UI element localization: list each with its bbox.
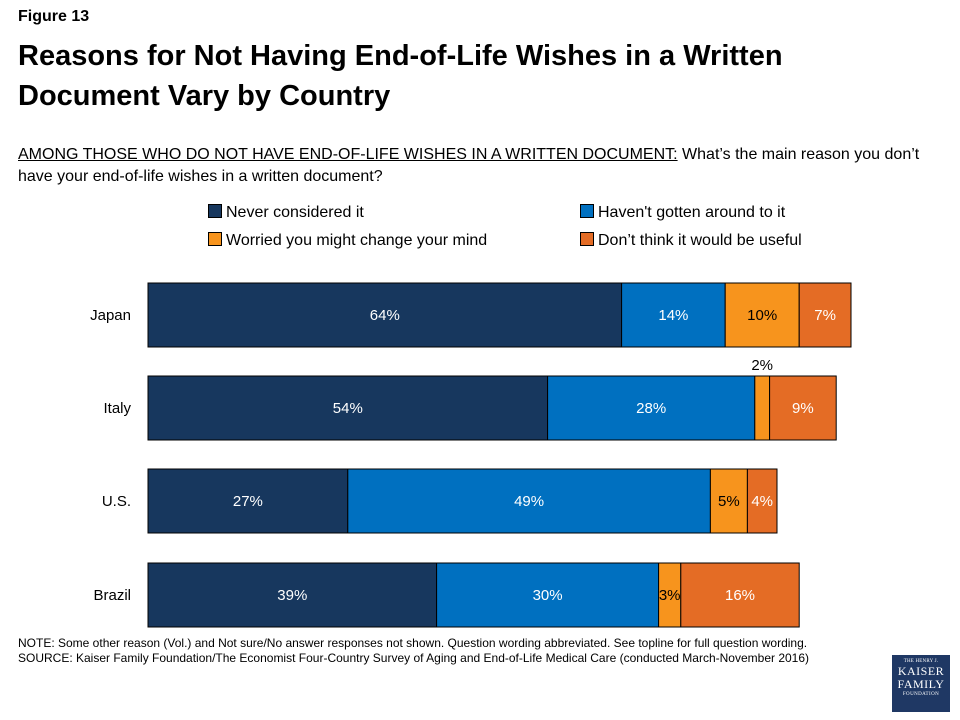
data-label: 16% bbox=[725, 587, 755, 604]
legend-swatch bbox=[208, 232, 222, 246]
data-label: 28% bbox=[636, 400, 666, 417]
legend-label: Haven't gotten around to it bbox=[598, 204, 786, 221]
data-label: 7% bbox=[814, 307, 836, 324]
legend-item: Worried you might change your mind bbox=[208, 231, 487, 251]
bar-segment bbox=[436, 562, 660, 628]
bar-segment bbox=[147, 468, 349, 534]
bar-segment bbox=[680, 562, 800, 628]
data-label: 39% bbox=[277, 587, 307, 604]
bar-segment bbox=[547, 375, 756, 441]
data-label: 27% bbox=[233, 493, 263, 510]
legend-label: Never considered it bbox=[226, 204, 364, 221]
bar-segment bbox=[754, 375, 771, 441]
data-label: 14% bbox=[658, 307, 688, 324]
legend: Never considered it Haven't gotten around… bbox=[208, 203, 908, 259]
chart-subtitle: AMONG THOSE WHO DO NOT HAVE END-OF-LIFE … bbox=[18, 144, 948, 188]
data-label: 30% bbox=[533, 587, 563, 604]
logo-line-2: KAISER bbox=[897, 664, 945, 678]
category-label: Italy bbox=[103, 400, 131, 417]
bar-segment bbox=[147, 375, 549, 441]
source-text: SOURCE: Kaiser Family Foundation/The Eco… bbox=[18, 651, 810, 665]
data-label: 10% bbox=[747, 307, 777, 324]
note-text: NOTE: Some other reason (Vol.) and Not s… bbox=[18, 636, 808, 650]
data-label: 4% bbox=[751, 493, 773, 510]
figure-label: Figure 13 bbox=[18, 8, 90, 25]
logo-line-3: FAMILY bbox=[897, 677, 945, 691]
kff-logo: THE HENRY J. KAISER FAMILY FOUNDATION bbox=[892, 655, 950, 712]
legend-swatch bbox=[580, 232, 594, 246]
legend-item: Haven't gotten around to it bbox=[580, 203, 785, 223]
legend-label: Don’t think it would be useful bbox=[598, 232, 802, 249]
category-label: Brazil bbox=[93, 587, 131, 604]
footnotes: NOTE: Some other reason (Vol.) and Not s… bbox=[18, 636, 878, 666]
bar-segment bbox=[147, 282, 623, 348]
bar-segment bbox=[147, 562, 438, 628]
data-label: 5% bbox=[718, 493, 740, 510]
legend-item: Don’t think it would be useful bbox=[580, 231, 802, 251]
logo-line-1: THE HENRY J. bbox=[903, 659, 939, 664]
data-label: 49% bbox=[514, 493, 544, 510]
bar-segment bbox=[798, 282, 852, 348]
chart-title: Reasons for Not Having End-of-Life Wishe… bbox=[18, 40, 783, 112]
legend-item: Never considered it bbox=[208, 203, 364, 223]
data-label: 54% bbox=[333, 400, 363, 417]
bar-segment bbox=[724, 282, 800, 348]
data-label: 3% bbox=[659, 587, 681, 604]
legend-label: Worried you might change your mind bbox=[226, 232, 488, 249]
category-label: U.S. bbox=[102, 493, 131, 510]
legend-swatch bbox=[580, 204, 594, 218]
data-label: 64% bbox=[370, 307, 400, 324]
subtitle-lead: AMONG THOSE WHO DO NOT HAVE END-OF-LIFE … bbox=[18, 146, 678, 163]
logo-line-4: FOUNDATION bbox=[902, 692, 940, 697]
bar-segment bbox=[709, 468, 748, 534]
data-label: 2% bbox=[751, 357, 773, 374]
legend-swatch bbox=[208, 204, 222, 218]
subtitle-question: What’s the main reason you don’t have yo… bbox=[18, 146, 920, 185]
bar-segment bbox=[746, 468, 778, 534]
bar-segment bbox=[769, 375, 837, 441]
bar-segment bbox=[621, 282, 726, 348]
category-label: Japan bbox=[90, 307, 131, 324]
data-label: 9% bbox=[792, 400, 814, 417]
bar-segment bbox=[347, 468, 711, 534]
